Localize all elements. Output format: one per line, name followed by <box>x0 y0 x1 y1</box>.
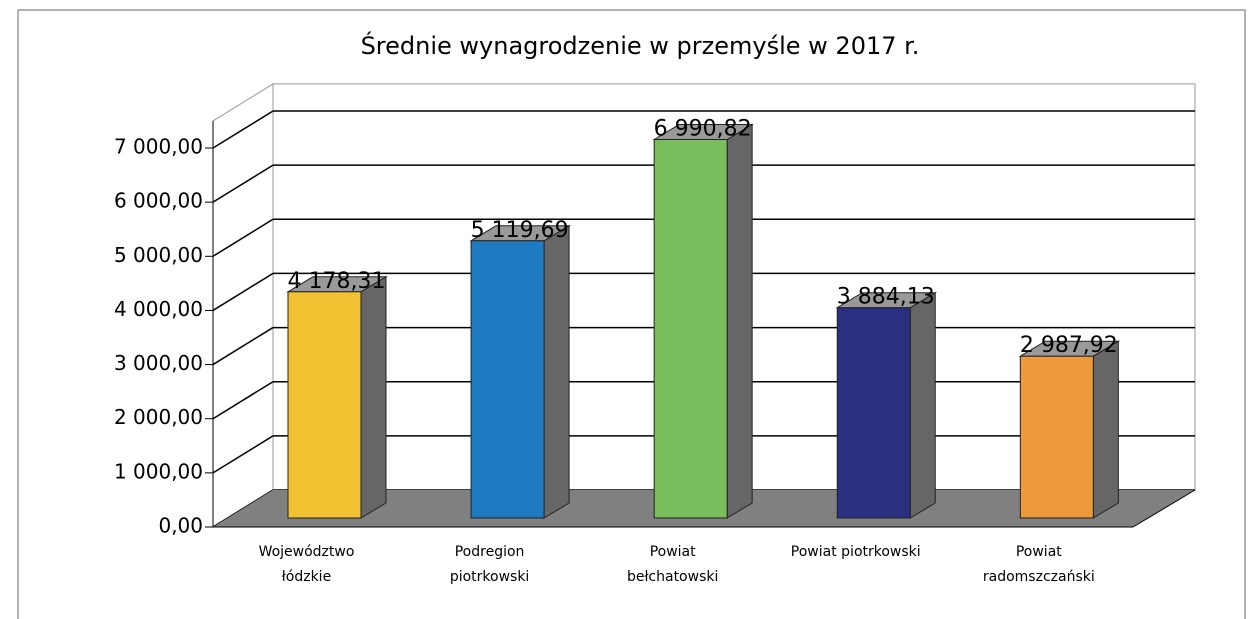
y-tick-label: 4 000,00 <box>114 297 203 321</box>
grid-line <box>212 110 274 149</box>
grid-line <box>212 218 274 257</box>
grid-line <box>212 272 274 312</box>
bar-side <box>1092 340 1119 519</box>
y-tick-label: 3 000,00 <box>114 351 203 375</box>
bar <box>470 240 545 519</box>
value-label: 3 884,13 <box>837 285 935 310</box>
grid-line <box>212 435 274 474</box>
bar-side <box>360 275 387 519</box>
x-tick-label: Powiat radomszczański <box>983 544 1095 585</box>
bar <box>653 138 728 519</box>
bar-side <box>909 291 936 519</box>
bar <box>1019 355 1094 519</box>
y-tick-label: 6 000,00 <box>114 189 203 213</box>
x-tick-label: Powiat bełchatowski <box>627 544 718 585</box>
grid-line <box>212 164 274 203</box>
grid-line <box>212 326 274 366</box>
value-label: 4 178,31 <box>288 269 386 294</box>
y-tick-label: 1 000,00 <box>114 459 203 483</box>
x-tick-label: Województwo łódzkie <box>259 544 355 585</box>
value-label: 2 987,92 <box>1020 333 1118 358</box>
y-tick-label: 5 000,00 <box>114 243 203 267</box>
y-tick-label: 0,00 <box>158 514 203 538</box>
value-label: 6 990,82 <box>654 116 752 141</box>
chart-title: Średnie wynagrodzenie w przemyśle w 2017… <box>361 30 920 60</box>
bar-side <box>543 224 570 519</box>
bar-side <box>726 123 753 519</box>
y-tick-label: 2 000,00 <box>114 405 203 429</box>
x-tick-label: Powiat piotrkowski <box>791 544 921 560</box>
x-tick-label: Podregion piotrkowski <box>450 544 530 585</box>
y-tick-label: 7 000,00 <box>114 135 203 159</box>
bar <box>287 291 362 519</box>
value-label: 5 119,69 <box>471 218 569 243</box>
grid-line <box>212 381 274 420</box>
floor-edge <box>1132 489 1196 528</box>
bar <box>836 307 911 519</box>
